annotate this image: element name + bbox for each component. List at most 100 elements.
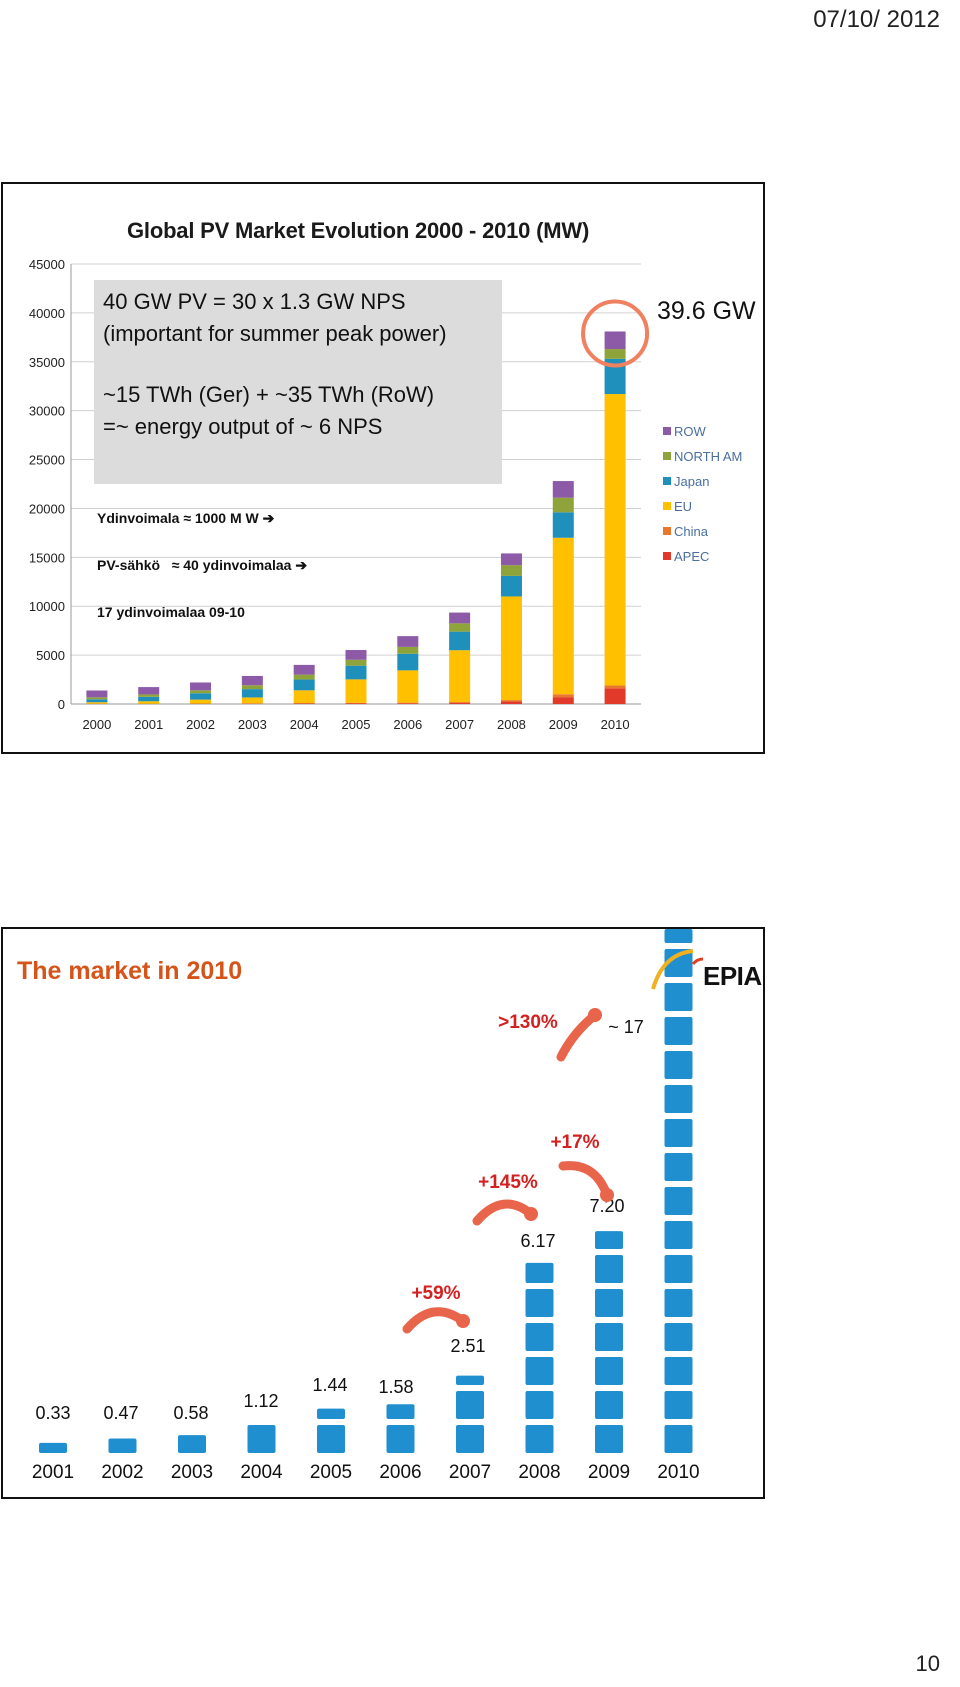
bar-segment-japan-2005 bbox=[345, 665, 367, 680]
solar-panel-icon bbox=[525, 1289, 554, 1317]
info-box-text-top: 40 GW PV = 30 x 1.3 GW NPS (important fo… bbox=[103, 286, 447, 350]
x-tick-label: 2009 bbox=[549, 717, 578, 732]
legend-swatch bbox=[663, 552, 671, 560]
panel-column-2007 bbox=[456, 1375, 484, 1453]
bar-segment-eu-2002 bbox=[190, 699, 212, 704]
bar-segment-row-2001 bbox=[138, 687, 160, 695]
legend-label: NORTH AM bbox=[674, 449, 742, 464]
year-label: 2006 bbox=[379, 1462, 421, 1483]
page-number: 10 bbox=[915, 1651, 940, 1676]
solar-panel-icon bbox=[664, 1085, 693, 1113]
year-label: 2007 bbox=[449, 1462, 491, 1483]
value-label: 0.58 bbox=[173, 1403, 208, 1423]
bar-segment-china-2009 bbox=[552, 694, 574, 698]
bar-segment-apec-2010 bbox=[604, 688, 626, 704]
bar-segment-north-am-2001 bbox=[138, 694, 160, 697]
solar-panel-icon bbox=[525, 1391, 554, 1419]
bar-segment-japan-2008 bbox=[500, 575, 522, 597]
growth-label: +59% bbox=[411, 1283, 460, 1304]
solar-panel-icon bbox=[317, 1408, 345, 1419]
solar-panel-icon bbox=[664, 1425, 693, 1453]
bar-segment-north-am-2004 bbox=[293, 674, 315, 680]
solar-panel-icon bbox=[456, 1425, 484, 1453]
epia-sun-accent-icon bbox=[691, 957, 704, 965]
slide-market-2010: 2001 2002 2003 2004 2005 2006 2007 2008 2009 2010… bbox=[1, 927, 765, 1499]
bar-segment-eu-2010 bbox=[604, 394, 626, 686]
panel-column-2004 bbox=[247, 1425, 276, 1453]
solar-panel-icon bbox=[386, 1404, 415, 1419]
bar-segment-north-am-2003 bbox=[241, 685, 263, 690]
growth-arrow-icon bbox=[472, 1199, 536, 1226]
solar-panel-icon bbox=[664, 1391, 693, 1419]
solar-panel-icon bbox=[525, 1425, 554, 1453]
x-tick-label: 2003 bbox=[238, 717, 267, 732]
bar-segment-row-2005 bbox=[345, 650, 367, 660]
value-label: 0.33 bbox=[35, 1403, 70, 1423]
panel-column-2006 bbox=[386, 1404, 415, 1453]
legend-label: ROW bbox=[674, 424, 707, 439]
slide-pv-market-evolution: 0 5000 10000 15000 20000 25000 30000 35000 40000… bbox=[1, 182, 765, 754]
finnish-note-3: 17 ydinvoimalaa 09-10 bbox=[97, 604, 245, 620]
legend-swatch bbox=[663, 502, 671, 510]
x-tick-label: 2008 bbox=[497, 717, 526, 732]
bar-segment-row-2004 bbox=[293, 664, 315, 675]
bar-segment-apec-2007 bbox=[449, 703, 471, 704]
solar-panel-icon bbox=[456, 1375, 484, 1385]
panel-column-2009 bbox=[595, 1231, 623, 1453]
growth-label: +17% bbox=[550, 1132, 599, 1153]
year-label: 2004 bbox=[240, 1462, 283, 1483]
x-tick-label: 2001 bbox=[134, 717, 163, 732]
solar-panel-icon bbox=[595, 1425, 623, 1453]
solar-panel-icon bbox=[525, 1262, 554, 1283]
bar-segment-apec-2009 bbox=[552, 697, 574, 704]
info-box-text-bottom: ~15 TWh (Ger) + ~35 TWh (RoW) =~ energy … bbox=[103, 379, 434, 443]
bar-segment-japan-2004 bbox=[293, 679, 315, 691]
solar-panel-icon bbox=[664, 929, 693, 943]
highlight-circle bbox=[581, 299, 650, 368]
info-line-1: 40 GW PV = 30 x 1.3 GW NPS bbox=[103, 289, 406, 314]
growth-arrow-icon bbox=[556, 1010, 600, 1062]
bar-segment-japan-2002 bbox=[190, 693, 212, 700]
x-tick-label: 2006 bbox=[393, 717, 422, 732]
bar-segment-row-2002 bbox=[190, 682, 212, 691]
bar-segment-china-2006 bbox=[397, 702, 419, 704]
bar-segment-north-am-2000 bbox=[86, 697, 108, 700]
bar-segment-row-2008 bbox=[500, 553, 522, 566]
arrow-head-icon bbox=[524, 1207, 538, 1221]
panel-column-2002 bbox=[108, 1438, 137, 1453]
x-tick-label: 2004 bbox=[290, 717, 319, 732]
finnish-note-1: Ydinvoimala ≈ 1000 M W ➔ bbox=[97, 510, 275, 526]
bar-segment-japan-2003 bbox=[241, 689, 263, 698]
value-label: 0.47 bbox=[103, 1403, 138, 1423]
y-tick-label: 25000 bbox=[29, 453, 65, 468]
value-label: 7.20 bbox=[589, 1196, 624, 1216]
legend-swatch bbox=[663, 452, 671, 460]
bar-segment-north-am-2009 bbox=[552, 497, 574, 513]
chart-title: Global PV Market Evolution 2000 - 2010 (… bbox=[127, 218, 590, 243]
bar-segment-eu-2007 bbox=[449, 650, 471, 703]
y-tick-label: 5000 bbox=[36, 648, 65, 663]
solar-panel-icon bbox=[664, 1051, 693, 1079]
panel-column-2008 bbox=[525, 1262, 554, 1453]
legend-label: EU bbox=[674, 499, 692, 514]
x-tick-label: 2005 bbox=[342, 717, 371, 732]
value-label: 1.58 bbox=[378, 1377, 413, 1397]
bar-segment-north-am-2005 bbox=[345, 659, 367, 666]
value-label: 1.12 bbox=[243, 1391, 278, 1411]
y-tick-label: 35000 bbox=[29, 355, 65, 370]
solar-panel-icon bbox=[456, 1391, 484, 1419]
panel-column-2005 bbox=[317, 1408, 345, 1453]
value-label: 6.17 bbox=[520, 1231, 555, 1251]
legend-swatch bbox=[663, 477, 671, 485]
solar-panel-icon bbox=[386, 1425, 415, 1453]
solar-panel-icon bbox=[664, 1017, 693, 1045]
header-date: 07/10/ 2012 bbox=[813, 6, 940, 33]
bar-segment-row-2003 bbox=[241, 675, 263, 686]
value-label: ~ 17 bbox=[608, 1017, 644, 1037]
bar-segment-china-2007 bbox=[449, 702, 471, 704]
legend-label: APEC bbox=[674, 549, 709, 564]
x-tick-label: 2007 bbox=[445, 717, 474, 732]
panel-column-2001 bbox=[39, 1442, 67, 1453]
bar-segment-china-2010 bbox=[604, 685, 626, 689]
bar-segment-north-am-2002 bbox=[190, 690, 212, 694]
